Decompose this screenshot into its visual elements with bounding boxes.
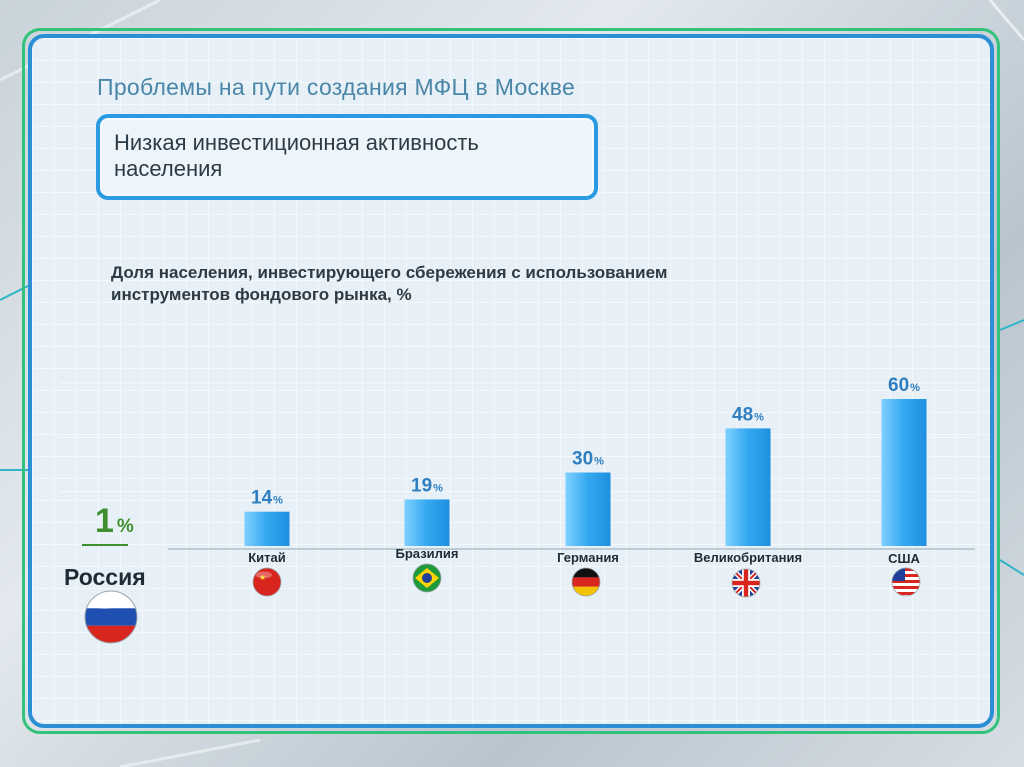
- chart-title: Доля населения, инвестирующего сбережени…: [111, 263, 668, 304]
- category-label: Китай: [248, 550, 286, 565]
- chart-grid: [60, 382, 975, 493]
- problem-callout: Низкая инвестиционная активность населен…: [96, 114, 598, 200]
- svg-text:★: ★: [259, 573, 266, 582]
- category-label: Бразилия: [396, 546, 459, 561]
- bar-value-label: 30%: [572, 449, 604, 470]
- category-label: Великобритания: [694, 550, 802, 565]
- flag-brazil-icon: [412, 563, 442, 593]
- flag-china-icon: ★: [252, 567, 282, 597]
- bar-value-label: 60%: [888, 375, 920, 396]
- bars-layer: 14% Китай 19% Бразилия 30% Германия 48% Великоб…: [244, 375, 927, 566]
- bar-value-label: 14%: [251, 488, 283, 509]
- bar-3: [565, 472, 611, 546]
- category-label: Германия: [557, 550, 619, 565]
- flag-germany-icon: [571, 567, 601, 597]
- flag-uk-icon: [731, 568, 761, 598]
- russia-value-label: 1%: [95, 502, 134, 540]
- bar-value-label: 19%: [411, 475, 443, 496]
- slide-outer-frame: [22, 28, 1000, 734]
- page-title: Проблемы на пути создания МФЦ в Москве: [97, 74, 576, 100]
- bar-value-label: 48%: [732, 404, 764, 425]
- russia-label: Россия: [64, 564, 146, 590]
- flag-usa-icon: [891, 567, 921, 597]
- bar-2: [404, 499, 450, 546]
- callout-text: Низкая инвестиционная активность населен…: [114, 130, 479, 181]
- bar-5: [881, 399, 927, 546]
- bar-4: [725, 428, 771, 546]
- bar-1: [244, 511, 290, 546]
- category-label: США: [888, 551, 920, 566]
- flag-russia-icon: [84, 590, 138, 644]
